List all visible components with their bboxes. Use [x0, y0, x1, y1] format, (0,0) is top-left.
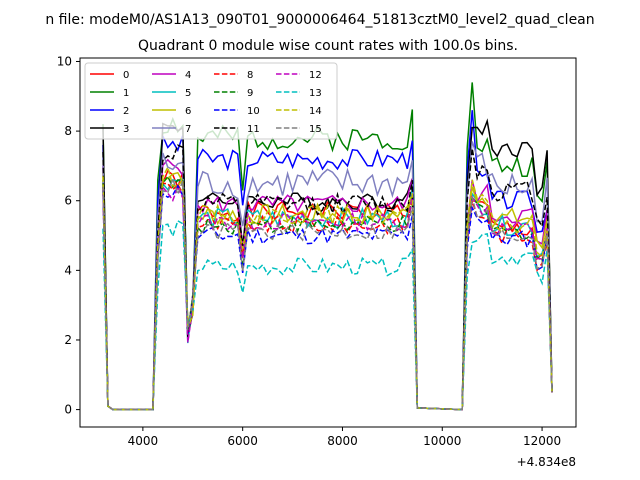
y-tick-label: 2 [64, 333, 72, 347]
x-tick-label: 4000 [128, 434, 159, 448]
series-line-5 [102, 177, 553, 411]
legend-box [84, 62, 338, 140]
legend-label-1: 1 [123, 88, 129, 99]
x-tick-label: 12000 [523, 434, 561, 448]
x-tick-label: 6000 [227, 434, 258, 448]
series-line-2 [102, 110, 553, 411]
y-tick-label: 6 [64, 194, 72, 208]
legend-label-3: 3 [123, 124, 129, 135]
x-tick-label: 10000 [423, 434, 461, 448]
legend-label-15: 15 [309, 124, 322, 135]
legend-label-11: 11 [247, 124, 260, 135]
series-line-14 [102, 165, 553, 411]
y-tick-label: 0 [64, 403, 72, 417]
legend-label-4: 4 [185, 70, 191, 81]
plot-area [102, 82, 553, 411]
y-tick-label: 10 [57, 54, 72, 68]
series-line-15 [102, 176, 553, 411]
series-line-9 [102, 175, 553, 411]
legend-label-0: 0 [123, 70, 129, 81]
x-tick-label: 8000 [327, 434, 358, 448]
series-line-3 [102, 118, 553, 411]
series-line-7 [102, 141, 553, 411]
legend-label-8: 8 [247, 70, 253, 81]
series-line-6 [102, 171, 553, 411]
series-line-13 [102, 219, 553, 411]
y-tick-label: 4 [64, 263, 72, 277]
legend-label-12: 12 [309, 70, 322, 81]
x-offset-label: +4.834e8 [517, 455, 576, 469]
axes-frame [79, 57, 577, 428]
y-tick-label: 8 [64, 124, 72, 138]
legend-label-6: 6 [185, 106, 191, 117]
legend-label-14: 14 [309, 106, 322, 117]
figure-suptitle: n file: modeM0/AS1A13_090T01_9000006464_… [45, 12, 594, 28]
legend-label-13: 13 [309, 88, 322, 99]
legend-label-7: 7 [185, 124, 191, 135]
series-line-11 [102, 144, 553, 411]
chart-title: Quadrant 0 module wise count rates with … [138, 38, 518, 54]
series-line-10 [102, 184, 553, 411]
legend-label-10: 10 [247, 106, 260, 117]
legend-label-9: 9 [247, 88, 253, 99]
legend-label-5: 5 [185, 88, 191, 99]
legend-label-2: 2 [123, 106, 129, 117]
